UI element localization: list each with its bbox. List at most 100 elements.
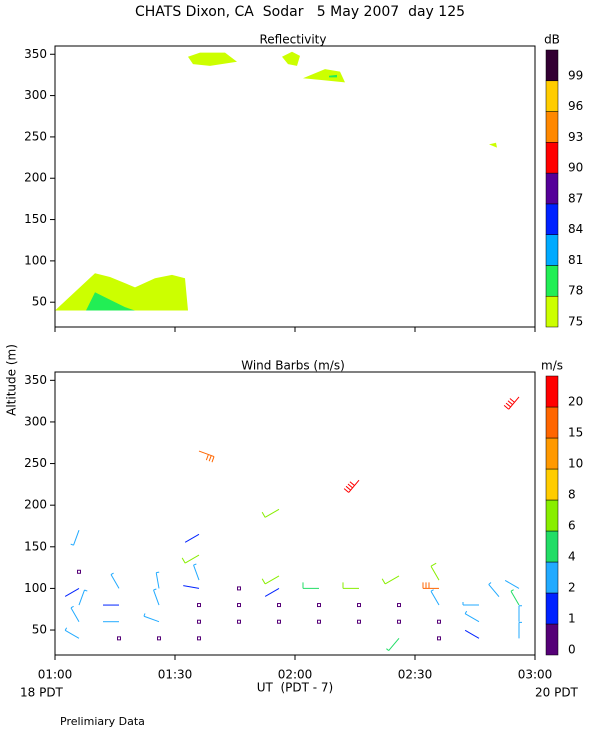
- wind-barb: [143, 613, 160, 623]
- reflectivity-region: [282, 51, 300, 66]
- calm-marker: [397, 619, 401, 624]
- colorbar-box: [545, 437, 559, 470]
- calm-marker: [197, 603, 201, 608]
- y-tick-label: 250: [24, 129, 47, 143]
- calm-marker: [317, 619, 321, 624]
- wind-barb: [430, 562, 440, 581]
- colorbar-box: [545, 499, 559, 532]
- colorbar-tick-label: 4: [568, 550, 576, 564]
- wind-barb: [184, 533, 200, 543]
- y-tick-label: 100: [24, 581, 47, 595]
- calm-marker: [357, 619, 361, 624]
- wind-barb: [78, 589, 88, 606]
- colorbar-tick-label: 78: [568, 284, 583, 298]
- wind-barb: [422, 582, 439, 589]
- colorbar-tick-label: 0: [568, 643, 576, 657]
- wind-barb: [343, 479, 360, 493]
- calm-marker: [437, 636, 441, 641]
- colorbar-tick-label: 84: [568, 222, 583, 236]
- colorbar-box: [545, 468, 559, 501]
- wind-barb: [464, 610, 480, 623]
- calm-marker: [397, 603, 401, 608]
- calm-marker: [197, 636, 201, 641]
- y-axis-label: Altitude (m): [5, 344, 19, 416]
- colorbar-box: [545, 80, 559, 112]
- wind-barb: [70, 605, 80, 622]
- calm-marker: [437, 619, 441, 624]
- y-tick-label: 300: [24, 88, 47, 102]
- wind-barb: [264, 587, 280, 597]
- wind-barb: [518, 605, 522, 622]
- wind-barb: [302, 582, 319, 589]
- colorbar-tick-label: 81: [568, 253, 583, 267]
- colorbar-box: [545, 406, 559, 439]
- wind-barb: [155, 571, 160, 589]
- calm-marker: [157, 636, 161, 641]
- colorbar-tick-label: 75: [568, 315, 583, 329]
- colorbar-tick-label: 90: [568, 161, 583, 175]
- wind-barb: [110, 572, 120, 589]
- wind-barb: [381, 575, 400, 585]
- colorbar-box: [545, 172, 559, 205]
- x-axis-label: UT (PDT - 7): [257, 681, 334, 695]
- reflectivity-region: [188, 52, 237, 66]
- x-tick-label: 02:00: [278, 668, 313, 682]
- y-tick-label: 100: [24, 253, 47, 267]
- y-tick-label: 250: [24, 456, 47, 470]
- calm-marker: [117, 636, 121, 641]
- colorbar-box: [545, 592, 559, 625]
- x-left-note: 18 PDT: [20, 686, 64, 700]
- wind-barb: [386, 638, 400, 651]
- colorbar-box: [545, 49, 559, 82]
- wind-barb: [64, 587, 80, 597]
- y-tick-label: 200: [24, 171, 47, 185]
- calm-marker: [317, 603, 321, 608]
- colorbar-box: [545, 111, 559, 143]
- calm-marker: [77, 569, 81, 574]
- wind-barb: [462, 602, 479, 606]
- colorbar-box: [545, 203, 559, 235]
- colorbar-tick-label: 99: [568, 68, 583, 82]
- wind-barb: [64, 627, 80, 639]
- x-tick-label: 03:00: [518, 668, 553, 682]
- colorbar-tick-label: 8: [568, 488, 576, 502]
- colorbar-tick-label: 6: [568, 519, 576, 533]
- wind-barb: [503, 396, 520, 410]
- calm-marker: [237, 586, 241, 591]
- y-tick-label: 150: [24, 212, 47, 226]
- colorbar-box: [545, 530, 559, 563]
- colorbar-box: [545, 295, 559, 328]
- colorbar-tick-label: 87: [568, 191, 583, 205]
- wind-barb: [261, 575, 280, 585]
- reflectivity-region: [303, 69, 345, 83]
- panel-title: Wind Barbs (m/s): [241, 359, 345, 373]
- colorbar-box: [545, 142, 559, 174]
- wind-barb: [510, 589, 520, 606]
- calm-marker: [237, 619, 241, 624]
- colorbar-box: [545, 561, 559, 594]
- wind-barb: [181, 554, 200, 564]
- wind-barb: [464, 629, 480, 639]
- wind-barb: [261, 508, 280, 518]
- wind-barb: [518, 621, 522, 639]
- calm-marker: [237, 603, 241, 608]
- reflectivity-region: [489, 142, 497, 148]
- reflectivity-region: [55, 273, 188, 311]
- y-tick-label: 350: [24, 373, 47, 387]
- x-tick-label: 01:30: [158, 668, 193, 682]
- reflectivity-region: [329, 74, 337, 78]
- footer-note: Prelimiary Data: [60, 715, 145, 728]
- panel-title: Reflectivity: [259, 33, 326, 47]
- y-tick-label: 200: [24, 498, 47, 512]
- y-tick-label: 350: [24, 47, 47, 61]
- colorbar-box: [545, 623, 559, 656]
- wind-barb: [488, 582, 500, 598]
- colorbar-tick-label: 93: [568, 130, 583, 144]
- calm-marker: [277, 603, 281, 608]
- wind-barb: [342, 582, 359, 589]
- colorbar-tick-label: 1: [568, 612, 576, 626]
- x-tick-label: 01:00: [38, 668, 73, 682]
- wind-barb: [153, 588, 160, 606]
- colorbar-box: [545, 234, 559, 266]
